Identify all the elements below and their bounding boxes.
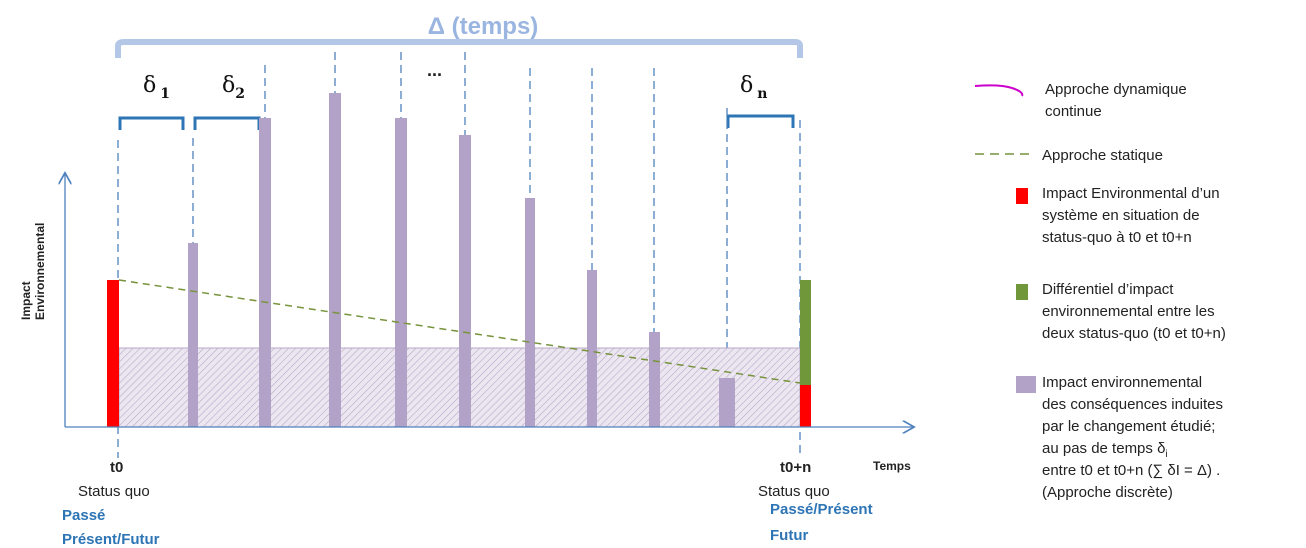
legend-sub: i xyxy=(1165,449,1167,460)
legend-line: Impact environnemental xyxy=(1042,374,1202,391)
legend-text: Approche statique xyxy=(1042,147,1163,164)
legend-line: environnemental entre les xyxy=(1042,303,1215,320)
legend-line: Approche dynamique xyxy=(1045,81,1187,98)
state-label: Status quo xyxy=(78,483,150,500)
time-label: Passé xyxy=(62,507,105,524)
state-label: Status quo xyxy=(758,483,830,500)
legend-line: par le changement étudié; xyxy=(1042,418,1215,435)
delta-total: Δ (temps) xyxy=(428,13,539,40)
status-quo-bar xyxy=(107,280,119,427)
static-line xyxy=(118,279,801,384)
legend-line: système en situation de xyxy=(1042,207,1200,224)
time-label: Futur xyxy=(770,527,808,544)
impact-bars xyxy=(188,93,735,427)
legend-text: Impact Environmental d’un système en situ… xyxy=(1042,185,1220,246)
time-label: Présent/Futur xyxy=(62,531,160,548)
legend-line: au pas de temps δ xyxy=(1042,440,1165,457)
legend-swatch xyxy=(1016,376,1036,393)
differential-bar xyxy=(800,280,811,385)
legend-swatch xyxy=(1016,284,1028,300)
legend: Approche dynamique continue Approche stati… xyxy=(1042,81,1226,501)
time-label: Passé/Présent xyxy=(770,501,873,518)
y-axis-label: ImpactEnvironnemental xyxy=(19,223,47,320)
legend-text: Approche dynamique continue xyxy=(1045,81,1187,120)
legend-line: entre t0 et t0+n (∑ δI = Δ) . xyxy=(1042,462,1220,479)
tick-label: t0 xyxy=(110,459,123,476)
legend-line: deux status-quo (t0 et t0+n) xyxy=(1042,325,1226,342)
status-quo-bar xyxy=(800,385,811,427)
tick-label: t0+n xyxy=(780,459,811,476)
legend-line: Différentiel d’impact xyxy=(1042,281,1174,298)
legend-swatch xyxy=(974,84,1024,97)
legend-line: des conséquences induites xyxy=(1042,396,1223,413)
step-label: δ2 xyxy=(222,73,245,102)
step-brackets xyxy=(118,114,795,130)
total-bracket xyxy=(115,39,803,58)
legend-line: status-quo à t0 et t0+n xyxy=(1042,229,1192,246)
legend-line: (Approche discrète) xyxy=(1042,484,1173,501)
legend-line: continue xyxy=(1045,103,1102,120)
legend-text: Différentiel d’impact environnemental ent… xyxy=(1042,281,1226,342)
x-axis-label: Temps xyxy=(873,459,911,473)
legend-line: Approche statique xyxy=(1042,147,1163,164)
legend-text: Impact environnemental des conséquences i… xyxy=(1042,374,1223,501)
legend-swatch xyxy=(1016,188,1028,204)
ellipsis: ... xyxy=(427,60,442,80)
legend-line: Impact Environmental d’un xyxy=(1042,185,1220,202)
